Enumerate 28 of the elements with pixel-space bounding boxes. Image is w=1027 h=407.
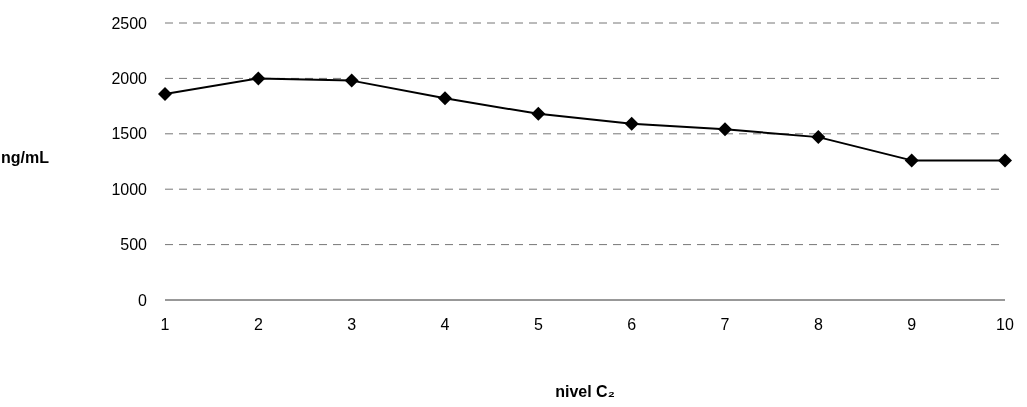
- x-tick-label: 9: [907, 316, 917, 333]
- point: [438, 91, 452, 106]
- point: [344, 73, 359, 88]
- y-axis-title: ng/mL: [1, 149, 50, 166]
- x-tick-label: 6: [627, 316, 637, 333]
- point: [531, 106, 546, 121]
- point: [904, 153, 919, 168]
- x-tick-label: 5: [533, 316, 543, 333]
- point: [624, 116, 639, 131]
- y-tick-label: 0: [138, 291, 148, 309]
- point: [998, 153, 1012, 168]
- point: [251, 71, 266, 86]
- x-tick-label: 10: [996, 316, 1014, 333]
- x-tick-label: 2: [253, 316, 263, 333]
- point: [718, 122, 732, 137]
- x-tick-label: 7: [720, 316, 730, 333]
- x-tick-label: 4: [440, 316, 450, 333]
- y-tick-label: 2000: [111, 70, 148, 87]
- point: [811, 130, 826, 145]
- x-axis-title: nivel C₂: [555, 383, 615, 400]
- y-tick-label: 500: [120, 236, 148, 254]
- x-tick-label: 8: [813, 316, 823, 333]
- x-tick-label: 3: [347, 316, 357, 333]
- y-tick-label: 1500: [111, 125, 148, 143]
- y-tick-label: 2500: [111, 14, 148, 32]
- y-tick-label: 1000: [111, 180, 148, 198]
- x-tick-label: 1: [160, 316, 170, 333]
- point: [158, 86, 172, 101]
